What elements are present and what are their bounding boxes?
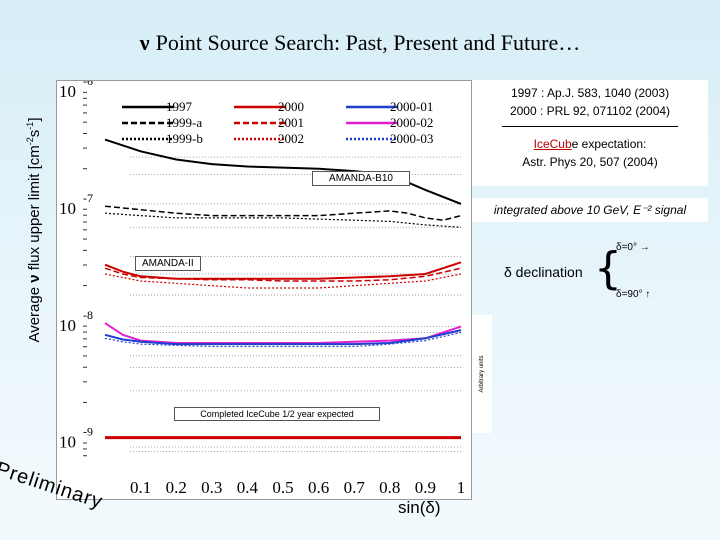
amanda-b10-label: AMANDA-B10 bbox=[312, 171, 410, 186]
ref-1997: 1997 : Ap.J. 583, 1040 (2003) bbox=[510, 86, 670, 100]
series-line-5 bbox=[104, 273, 462, 289]
series-line-8 bbox=[104, 331, 462, 348]
plot-area: 10 -6 10 -7 10 -8 10 -9 1997 1999-a 1999-b 2000 2001… bbox=[56, 80, 472, 500]
x-tick-label-1: 0.2 bbox=[166, 478, 187, 497]
integrated-note: integrated above 10 GeV, E⁻² signal bbox=[472, 198, 708, 222]
x-tick-label-5: 0.6 bbox=[308, 478, 329, 497]
legend-label-7: 2000-02 bbox=[390, 115, 433, 130]
delta-zero-label: δ=0° → bbox=[616, 242, 650, 253]
x-tick-label-4: 0.5 bbox=[272, 478, 293, 497]
series-line-7 bbox=[104, 329, 462, 346]
y-tick-exp-1: -7 bbox=[83, 191, 93, 205]
x-tick-label-8: 0.9 bbox=[415, 478, 436, 497]
y-tick-label-0: 10 bbox=[59, 82, 76, 101]
series-line-2 bbox=[104, 212, 462, 228]
y-axis-label: Average ν flux upper limit [cm-2s-1] bbox=[25, 30, 43, 430]
legend-label-3: 2000 bbox=[278, 99, 304, 114]
declination-label: δ declination bbox=[504, 264, 583, 280]
x-tick-label-2: 0.3 bbox=[201, 478, 222, 497]
x-tick-label-3: 0.4 bbox=[237, 478, 259, 497]
series-line-4 bbox=[104, 267, 462, 282]
ylabel-sup1: -2 bbox=[25, 137, 35, 146]
x-axis-label: sin(δ) bbox=[398, 498, 441, 517]
icecube-link[interactable]: IceCub bbox=[533, 137, 572, 151]
x-tick-label-6: 0.7 bbox=[344, 478, 366, 497]
ref-icecube: IceCube expectation: bbox=[480, 135, 700, 153]
y-tick-exp-0: -6 bbox=[83, 81, 93, 88]
arbitrary-units-label: Arbitrary units bbox=[479, 355, 485, 393]
legend-label-0: 1997 bbox=[166, 99, 193, 114]
x-tick-label-7: 0.8 bbox=[379, 478, 400, 497]
ylabel-nu: ν bbox=[26, 274, 43, 283]
amanda-ii-label: AMANDA-II bbox=[135, 256, 201, 271]
arbitrary-units-panel: Arbitrary units bbox=[472, 315, 492, 433]
icecube-rest: e expectation: bbox=[571, 137, 647, 151]
ylabel-end: ] bbox=[26, 117, 43, 122]
y-tick-label-2: 10 bbox=[59, 316, 76, 335]
series-line-1 bbox=[104, 205, 462, 221]
ylabel-main: flux upper limit [cm bbox=[26, 145, 43, 275]
ref-divider bbox=[502, 126, 678, 127]
ref-2000: 2000 : PRL 92, 071102 (2004) bbox=[509, 104, 671, 118]
references-box: 1997 : Ap.J. 583, 1040 (2003) 2000 : PRL… bbox=[472, 80, 708, 186]
icecube-expected-label: Completed IceCube 1/2 year expected bbox=[174, 407, 380, 421]
legend-label-1: 1999-a bbox=[166, 115, 202, 130]
title-text: Point Source Search: Past, Present and F… bbox=[155, 30, 581, 55]
legend-label-6: 2000-01 bbox=[390, 99, 433, 114]
y-tick-exp-2: -8 bbox=[83, 308, 93, 322]
x-tick-label-9: 1 bbox=[457, 478, 466, 497]
declination-brace: { bbox=[594, 243, 622, 294]
legend-label-8: 2000-03 bbox=[390, 131, 433, 146]
delta-ninety-label: δ=90° ↑ bbox=[616, 289, 651, 300]
nu-symbol: ν bbox=[139, 30, 150, 55]
y-tick-exp-3: -9 bbox=[83, 425, 93, 439]
y-tick-label-3: 10 bbox=[59, 433, 76, 452]
legend-label-5: 2002 bbox=[278, 131, 304, 146]
ylabel-mid: s bbox=[26, 129, 43, 138]
ref-astrphys: Astr. Phys 20, 507 (2004) bbox=[522, 155, 658, 169]
y-tick-label-1: 10 bbox=[59, 199, 76, 218]
x-tick-label-0: 0.1 bbox=[130, 478, 151, 497]
slide-title: ν Point Source Search: Past, Present and … bbox=[0, 30, 720, 56]
series-line-3 bbox=[104, 261, 462, 280]
ylabel-sup2: -1 bbox=[25, 121, 35, 130]
ylabel-prefix: Average bbox=[26, 282, 43, 343]
series-line-6 bbox=[104, 322, 462, 344]
legend-label-4: 2001 bbox=[278, 115, 304, 130]
legend-label-2: 1999-b bbox=[166, 131, 203, 146]
